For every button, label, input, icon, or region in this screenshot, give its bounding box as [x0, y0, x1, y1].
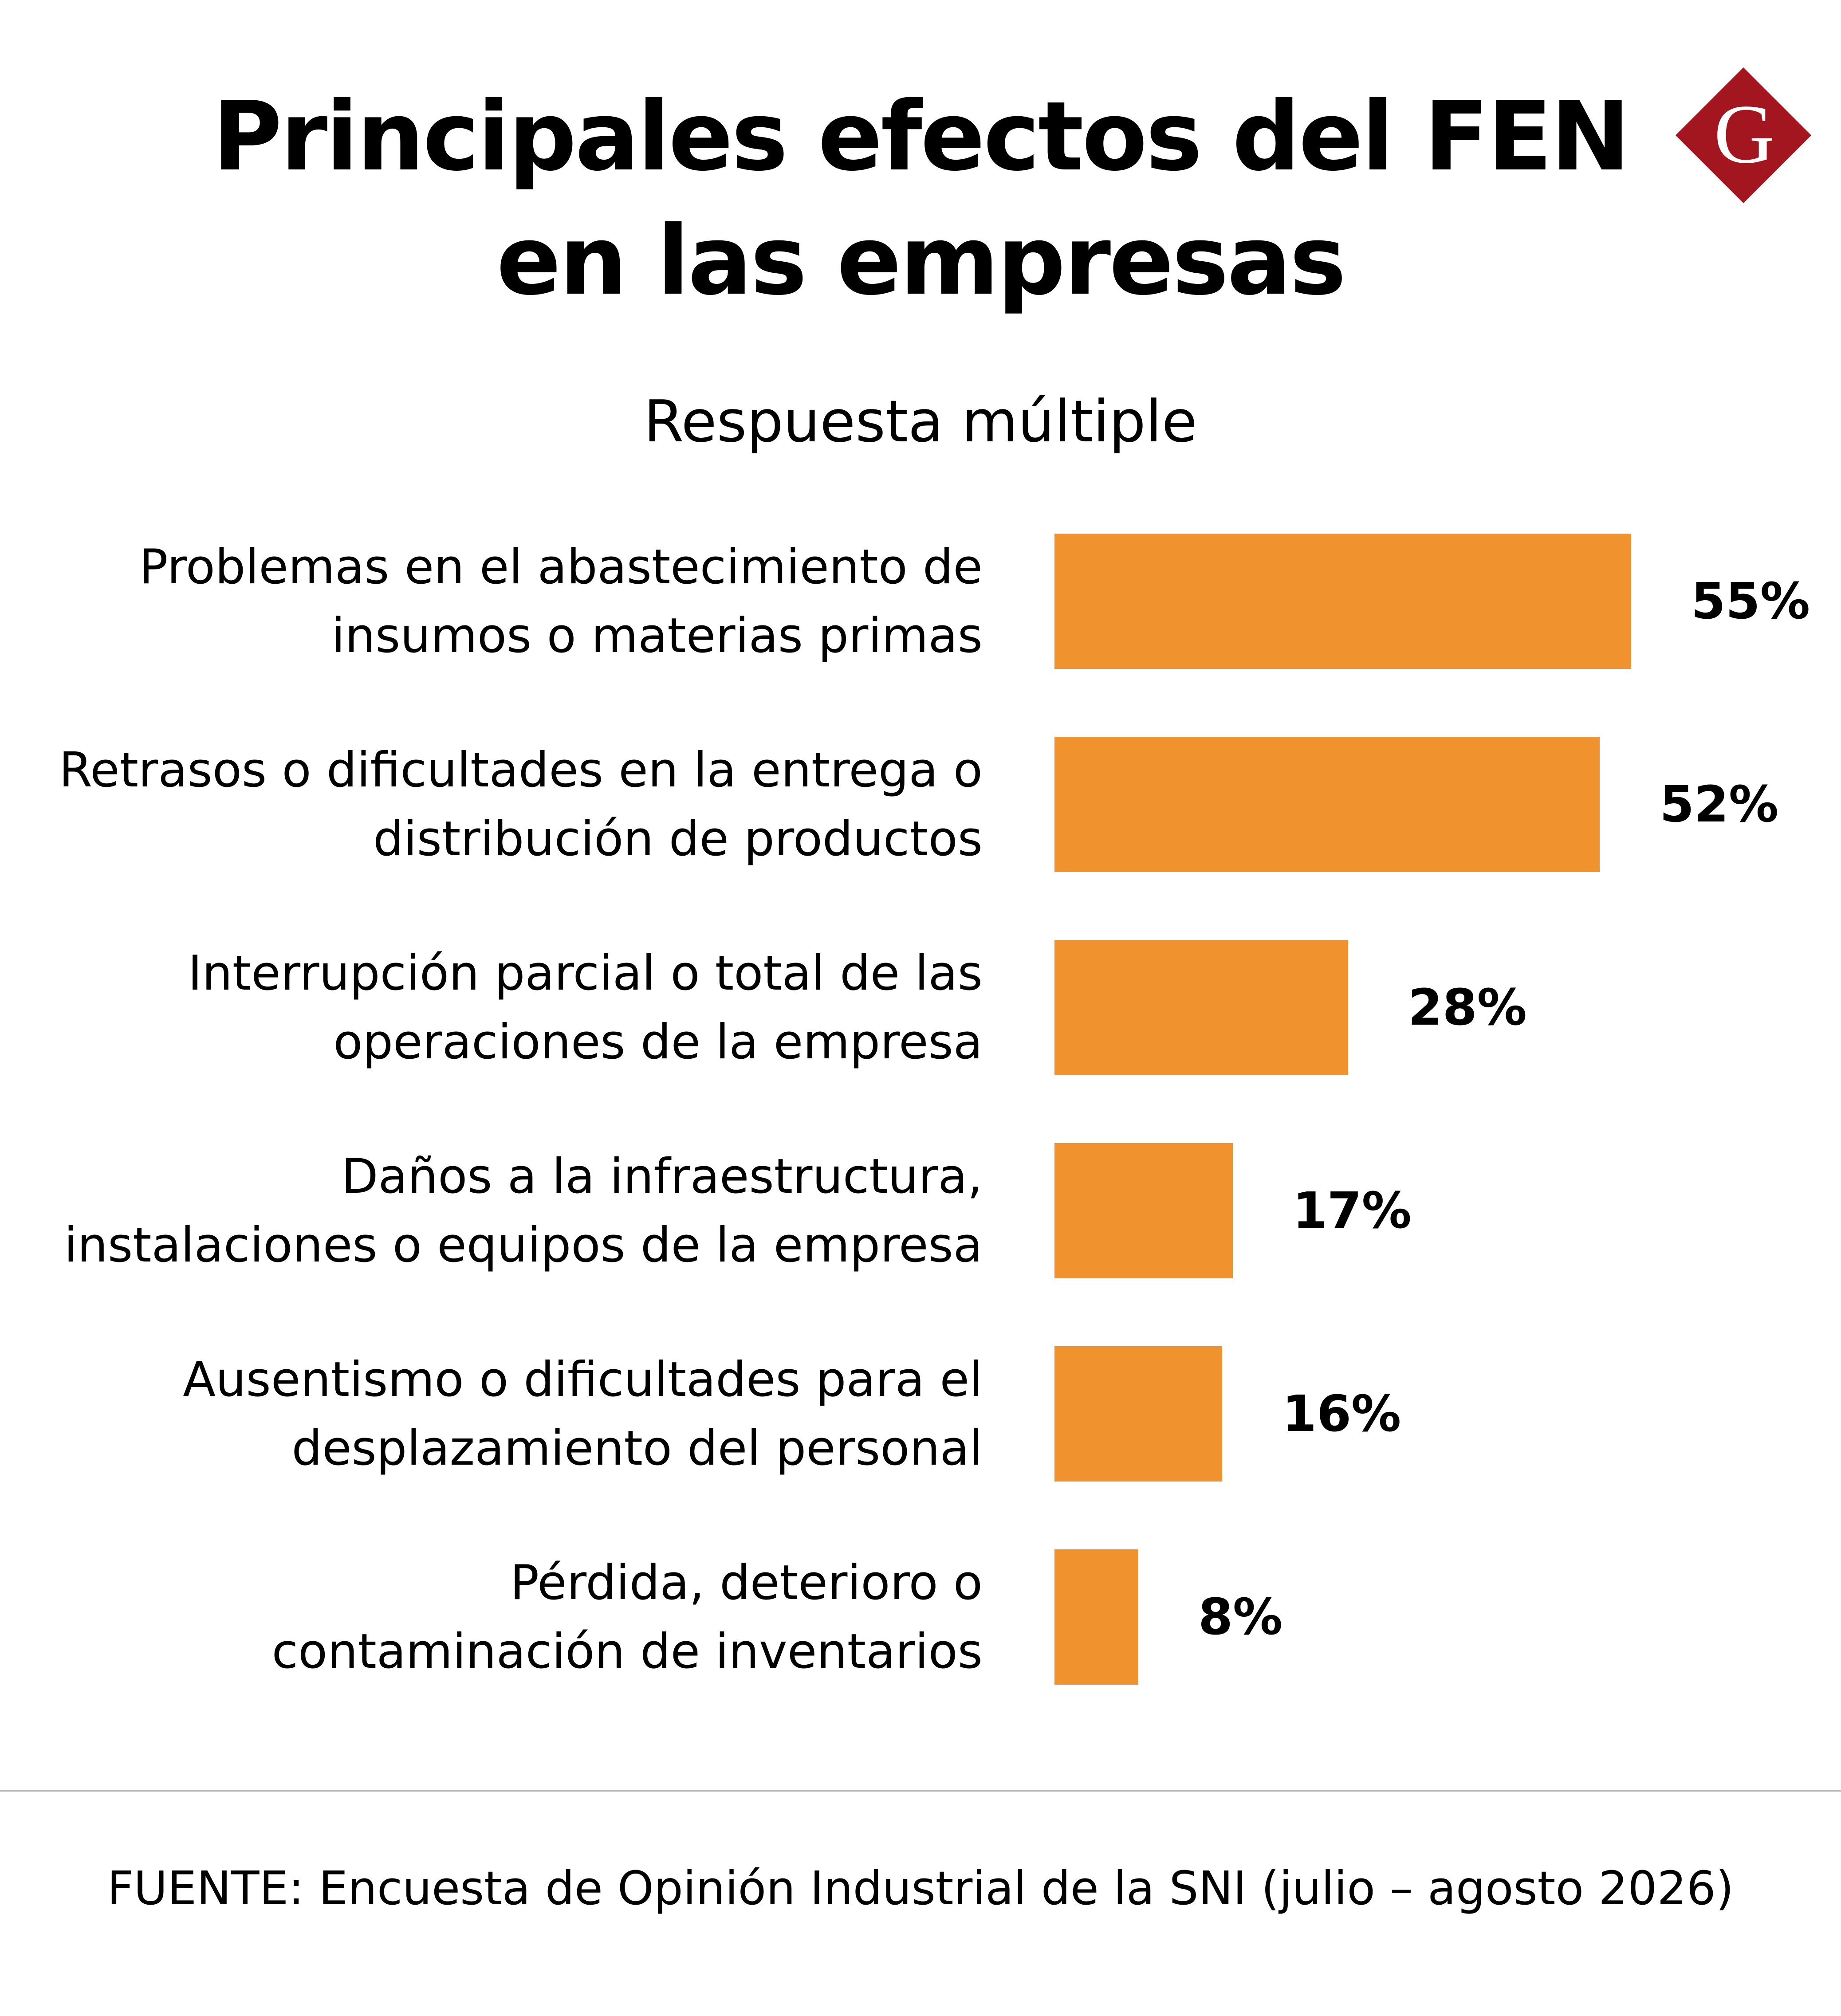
source-note: FUENTE: Encuesta de Opinión Industrial d…	[107, 1861, 1734, 1915]
bar	[1054, 534, 1631, 669]
category-label-line: Problemas en el abastecimiento de	[139, 539, 983, 595]
category-label: Retrasos o dificultades en la entrega o d…	[29, 736, 983, 873]
value-label: 55%	[1691, 572, 1810, 630]
bar	[1054, 940, 1348, 1075]
diamond-g-logo-icon: G	[1676, 67, 1811, 203]
category-label: Pérdida, deterioro o contaminación de inv…	[29, 1548, 983, 1686]
bar	[1054, 737, 1600, 872]
logo-letter: G	[1714, 88, 1774, 181]
category-label-line: Retrasos o dificultades en la entrega o	[59, 742, 983, 798]
bar	[1054, 1346, 1223, 1482]
value-label: 17%	[1292, 1182, 1412, 1240]
category-label: Daños a la infraestructura, instalaciones…	[29, 1142, 983, 1280]
category-label: Problemas en el abastecimiento de insumos…	[29, 533, 983, 670]
category-label-line: Ausentismo o dificultades para el	[183, 1352, 983, 1407]
chart-title-line-2: en las empresas	[496, 205, 1346, 316]
chart-subtitle: Respuesta múltiple	[644, 388, 1197, 455]
category-label: Interrupción parcial o total de las opera…	[29, 939, 983, 1077]
category-label-line: insumos o materias primas	[331, 608, 983, 664]
category-label-line: Interrupción parcial o total de las	[188, 945, 983, 1001]
category-label-line: desplazamiento del personal	[291, 1420, 983, 1476]
bar	[1054, 1143, 1233, 1278]
category-label-line: contaminación de inventarios	[271, 1623, 983, 1679]
category-label-line: operaciones de la empresa	[333, 1014, 983, 1070]
value-label: 52%	[1660, 775, 1779, 833]
category-label-line: Pérdida, deterioro o	[510, 1555, 983, 1611]
value-label: 16%	[1282, 1385, 1401, 1443]
category-label-line: instalaciones o equipos de la empresa	[64, 1217, 983, 1273]
category-label-line: distribución de productos	[373, 811, 983, 867]
value-label: 28%	[1408, 979, 1527, 1037]
bar	[1054, 1549, 1139, 1685]
divider	[0, 1790, 1841, 1792]
category-label: Ausentismo o dificultades para el desplaz…	[29, 1345, 983, 1483]
value-label: 8%	[1198, 1588, 1283, 1646]
chart-title-line-1: Principales efectos del FEN	[212, 81, 1631, 192]
category-label-line: Daños a la infraestructura,	[341, 1148, 983, 1204]
